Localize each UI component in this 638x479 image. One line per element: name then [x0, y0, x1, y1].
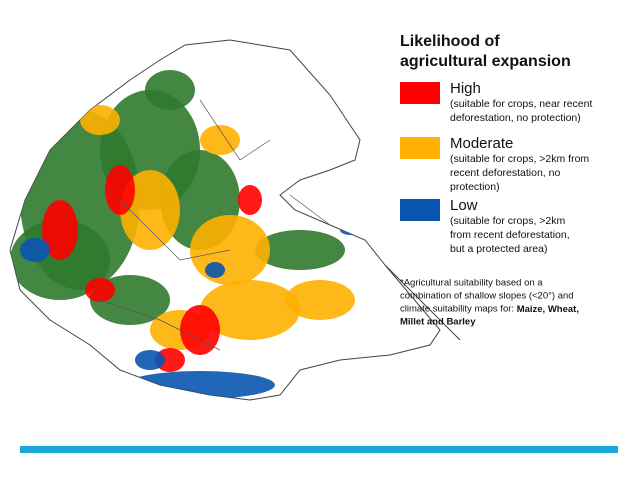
legend-swatch	[400, 137, 440, 159]
legend-swatch	[400, 199, 440, 221]
footnote: climate suitability maps for: Maize, Whe…	[400, 304, 579, 315]
area	[42, 200, 78, 260]
legend-description: but a protected area)	[450, 243, 547, 255]
footnote-bold: Millet and Barley	[400, 317, 476, 328]
border-line	[384, 264, 461, 341]
area	[80, 105, 120, 135]
footer-bar	[20, 446, 618, 453]
legend-description: (suitable for crops, near recent	[450, 98, 592, 110]
footnote: combination of shallow slopes (<20°) and	[400, 291, 574, 302]
legend-description: (suitable for crops, >2km	[450, 215, 566, 227]
area	[155, 348, 185, 372]
legend-title: agricultural expansion	[400, 53, 571, 70]
area	[145, 70, 195, 110]
region-borders	[99, 99, 331, 351]
area	[125, 371, 275, 399]
legend-description: deforestation, no protection)	[450, 112, 581, 124]
legend-description: protection)	[450, 181, 500, 193]
area	[105, 165, 135, 215]
map	[9, 39, 461, 401]
area	[205, 262, 225, 278]
legend-title: Likelihood of	[400, 33, 500, 50]
area	[180, 305, 220, 355]
footnote-bold: Maize, Wheat,	[517, 304, 579, 315]
legend-label: High	[450, 80, 481, 97]
legend-description: from recent deforestation,	[450, 229, 570, 241]
footnote: *Agricultural suitability based on a	[400, 278, 543, 289]
legend-swatch	[400, 82, 440, 104]
legend-label: Low	[450, 197, 478, 214]
area	[20, 238, 50, 262]
area	[238, 185, 262, 215]
legend-label: Moderate	[450, 135, 513, 152]
area	[285, 280, 355, 320]
legend-description: (suitable for crops, >2km from	[450, 153, 589, 165]
legend-description: recent deforestation, no	[450, 167, 560, 179]
area	[200, 280, 300, 340]
area	[85, 278, 115, 302]
area	[255, 230, 345, 270]
area	[200, 125, 240, 155]
area	[135, 350, 165, 370]
